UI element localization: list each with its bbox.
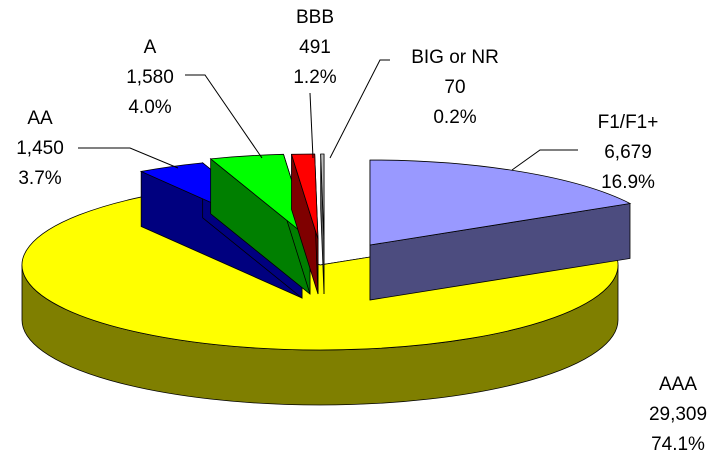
leader-line bbox=[78, 147, 179, 169]
leader-line bbox=[329, 59, 390, 159]
slice bbox=[320, 153, 325, 240]
percent-label: 74.1% bbox=[651, 434, 705, 455]
slice bbox=[369, 159, 632, 246]
percent-label: 4.0% bbox=[128, 97, 171, 118]
slice-label: BBB bbox=[296, 7, 334, 28]
percent-label: 0.2% bbox=[433, 107, 476, 128]
value-label: 1,580 bbox=[126, 67, 174, 88]
value-label: 6,679 bbox=[604, 142, 652, 163]
leader-line bbox=[185, 74, 263, 159]
slice-label: F1/F1+ bbox=[598, 112, 659, 133]
value-label: 29,309 bbox=[649, 404, 707, 425]
percent-label: 16.9% bbox=[601, 172, 655, 193]
percent-label: 1.2% bbox=[293, 67, 336, 88]
value-label: 1,450 bbox=[16, 138, 64, 159]
leader-line bbox=[309, 92, 314, 159]
slice-label: AA bbox=[27, 108, 53, 129]
slice-label: BIG or NR bbox=[411, 47, 499, 68]
value-label: 491 bbox=[299, 37, 331, 58]
slice bbox=[290, 153, 319, 240]
slice-label: AAA bbox=[659, 374, 697, 395]
value-label: 70 bbox=[444, 77, 465, 98]
leader-line bbox=[511, 149, 578, 171]
slice-label: A bbox=[144, 37, 157, 58]
percent-label: 3.7% bbox=[18, 168, 61, 189]
slice bbox=[209, 153, 311, 241]
